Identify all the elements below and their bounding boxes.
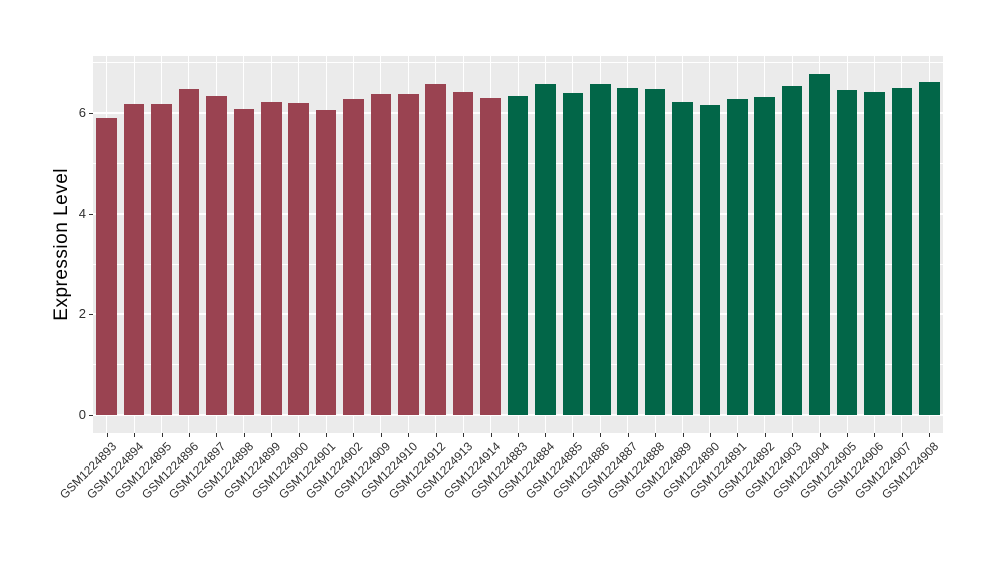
bar-gsm1224889	[672, 101, 693, 415]
x-tick	[819, 433, 821, 437]
bar-gsm1224900	[288, 102, 309, 415]
bar-gsm1224913	[452, 92, 474, 415]
x-tick	[545, 433, 547, 437]
y-tick	[89, 113, 93, 114]
x-tick	[572, 433, 574, 437]
bar-gsm1224886	[589, 84, 611, 415]
x-tick	[188, 433, 190, 437]
bar-gsm1224888	[644, 89, 666, 415]
bar-gsm1224907	[891, 87, 913, 415]
y-tick-label: 4	[78, 205, 86, 221]
y-tick-label: 6	[78, 105, 86, 120]
x-tick	[847, 433, 849, 437]
x-tick	[682, 433, 684, 437]
x-tick	[709, 433, 711, 437]
bar-gsm1224891	[727, 99, 748, 415]
y-axis-title-text: Expression Level	[51, 168, 72, 321]
bar-gsm1224887	[617, 88, 638, 415]
x-tick	[901, 433, 903, 437]
x-tick	[271, 433, 273, 437]
bar-gsm1224906	[864, 92, 885, 415]
x-tick	[874, 433, 876, 437]
bar-gsm1224894	[123, 104, 145, 415]
x-tick	[216, 433, 218, 437]
bar-gsm1224910	[398, 93, 419, 415]
bar-gsm1224899	[260, 101, 282, 415]
plot-panel	[93, 56, 943, 433]
bar-gsm1224914	[480, 97, 501, 415]
x-tick	[380, 433, 382, 437]
bar-gsm1224883	[507, 95, 529, 415]
bar-gsm1224892	[754, 97, 776, 415]
bar-gsm1224904	[809, 73, 830, 415]
bar-gsm1224903	[781, 85, 803, 415]
x-tick	[518, 433, 519, 437]
x-tick	[627, 433, 629, 437]
bar-gsm1224897	[206, 96, 227, 415]
x-tick	[463, 433, 465, 437]
bar-gsm1224884	[535, 84, 556, 415]
x-tick	[353, 433, 355, 437]
y-tick	[89, 415, 93, 416]
x-tick	[655, 433, 657, 437]
bar-gsm1224901	[315, 109, 337, 415]
x-tick	[106, 433, 108, 437]
x-tick	[243, 433, 245, 437]
x-tick	[161, 433, 163, 437]
x-tick	[408, 433, 410, 437]
x-tick	[600, 433, 602, 437]
x-tick	[764, 433, 766, 437]
y-tick	[89, 314, 93, 316]
x-tick	[134, 433, 136, 437]
bar-gsm1224909	[370, 94, 392, 415]
bar-gsm1224905	[836, 89, 858, 415]
bar-gsm1224895	[151, 104, 172, 415]
x-tick	[326, 433, 328, 437]
x-tick	[929, 433, 931, 437]
bar-gsm1224890	[699, 104, 721, 415]
bar-gsm1224896	[178, 89, 200, 415]
x-tick	[737, 433, 739, 437]
bar-gsm1224885	[562, 93, 584, 415]
bar-gsm1224898	[233, 108, 255, 415]
y-tick-label: 2	[78, 306, 86, 322]
y-tick-label: 0	[78, 407, 86, 422]
bar-gsm1224902	[343, 98, 364, 415]
x-tick	[435, 433, 437, 437]
x-tick	[298, 433, 300, 437]
bar-gsm1224908	[919, 81, 940, 415]
y-tick	[89, 213, 93, 215]
x-tick	[792, 433, 794, 437]
bar-gsm1224912	[425, 84, 447, 415]
x-tick	[490, 433, 492, 437]
bar-gsm1224893	[96, 118, 117, 415]
